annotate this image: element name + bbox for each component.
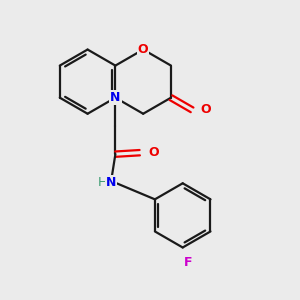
Text: O: O	[138, 43, 148, 56]
Text: H: H	[98, 176, 107, 189]
Text: N: N	[110, 91, 121, 104]
Text: F: F	[184, 256, 193, 269]
Text: O: O	[200, 103, 211, 116]
Text: N: N	[106, 176, 116, 189]
Text: O: O	[148, 146, 159, 159]
